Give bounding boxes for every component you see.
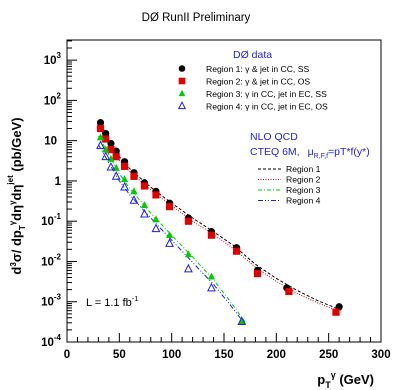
- x-axis-label: pTγ (GeV): [317, 370, 374, 390]
- data-point: [165, 231, 174, 239]
- data-point: [111, 171, 121, 180]
- x-tick-label: 200: [267, 349, 286, 361]
- axis-ticks: [66, 40, 382, 343]
- y-tick-label: 1: [55, 176, 62, 188]
- data-point: [332, 308, 340, 316]
- legend-label: Region 4: γ in CC, jet in EC, OS: [206, 102, 328, 112]
- data-point: [106, 161, 116, 171]
- data-point: [165, 203, 174, 211]
- data-point: [112, 153, 120, 161]
- legend-label: Region 2: γ & jet in CC, OS: [206, 77, 310, 87]
- data-point: [101, 151, 111, 161]
- data-point: [152, 191, 160, 199]
- data-point: [183, 263, 193, 273]
- legend-label: Region 2: [286, 175, 321, 185]
- theory-legend-title: NLO QCD: [250, 131, 298, 143]
- theory-legend-pdf: CTEQ 6M, μR,F,f=pT*f(y*): [250, 146, 370, 160]
- data-point: [140, 182, 149, 190]
- data-point: [107, 154, 115, 162]
- y-tick-label: 103: [44, 51, 62, 67]
- data-point: [102, 145, 110, 153]
- data-point: [102, 135, 110, 143]
- data-point: [130, 187, 138, 195]
- data-point: [207, 272, 216, 280]
- data-point: [151, 223, 161, 233]
- x-tick-label: 100: [162, 349, 181, 361]
- data-point: [285, 287, 293, 296]
- data-point: [140, 208, 149, 218]
- legend-marker: [178, 89, 186, 97]
- y-tick-label: 10-3: [41, 293, 61, 309]
- data-point: [207, 231, 216, 239]
- x-tick-label: 300: [371, 349, 390, 361]
- data-point: [207, 282, 216, 292]
- theory-curve: [97, 135, 246, 322]
- luminosity-label: L = 1.1 fb-1: [86, 294, 138, 309]
- data-point: [238, 317, 246, 325]
- legend-marker: [177, 101, 187, 110]
- data-point: [96, 119, 105, 127]
- data-point: [120, 162, 129, 170]
- x-tick-label: 0: [64, 349, 70, 361]
- data-point: [253, 269, 262, 278]
- chart-title: DØ RunII Preliminary: [142, 12, 251, 24]
- y-tick-label: 10-4: [41, 333, 61, 349]
- y-tick-label: 10-1: [41, 212, 61, 228]
- x-tick-label: 150: [214, 349, 233, 361]
- legend-label: Region 3: [286, 185, 321, 195]
- data-point: [140, 201, 149, 209]
- x-tick-labels: 0 50 100 150 200 250 300: [64, 349, 391, 361]
- data-point: [232, 247, 241, 255]
- data-point: [184, 217, 193, 225]
- data-point: [129, 195, 139, 204]
- legend-marker: [178, 65, 186, 72]
- y-tick-label: 10: [44, 136, 57, 148]
- data-points: [96, 119, 343, 326]
- data-point: [96, 124, 105, 133]
- data-point: [335, 303, 343, 311]
- data-point: [237, 316, 247, 326]
- theory-curve: [97, 121, 342, 311]
- legend-label: Region 4: [286, 196, 321, 206]
- data-point: [96, 140, 105, 150]
- data-legend: Region 1: γ & jet in CC, SS Region 2: γ &…: [177, 64, 328, 112]
- theory-curve: [97, 125, 342, 313]
- legend-marker: [178, 77, 186, 85]
- data-point: [165, 238, 174, 247]
- x-tick-label: 250: [319, 349, 338, 361]
- data-point: [130, 172, 138, 180]
- data-legend-title: DØ data: [233, 49, 272, 61]
- data-point: [120, 181, 129, 191]
- theory-curve: [97, 144, 246, 325]
- x-tick-label: 50: [113, 349, 126, 361]
- data-point: [184, 250, 193, 258]
- legend-label: Region 3: γ in CC, jet in EC, SS: [206, 89, 327, 99]
- y-axis-label: d3σ/ dpTγdηγdηjet (pb/GeV): [6, 117, 27, 274]
- data-point: [96, 133, 105, 141]
- legend-label: Region 1: [286, 164, 321, 174]
- data-point: [152, 215, 160, 223]
- data-point: [107, 145, 115, 154]
- y-tick-label: 102: [44, 91, 62, 107]
- data-point: [120, 175, 129, 183]
- y-tick-label: 10-2: [41, 252, 61, 268]
- legend-label: Region 1: γ & jet in CC, SS: [206, 64, 309, 74]
